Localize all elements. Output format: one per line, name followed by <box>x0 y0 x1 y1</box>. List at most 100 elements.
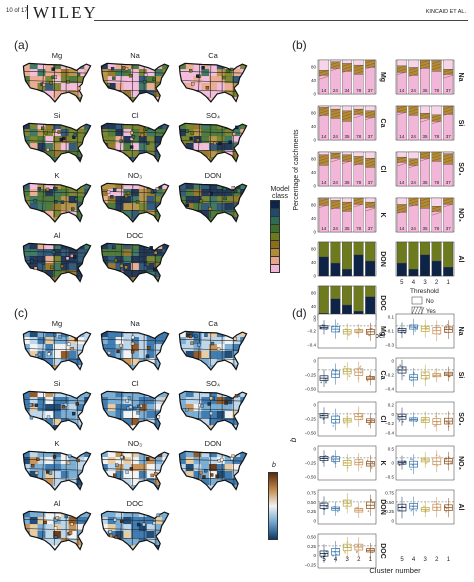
state-fill <box>37 411 46 419</box>
bar-segment-other <box>318 285 329 314</box>
box-point <box>371 501 374 504</box>
state-fill <box>84 351 91 359</box>
state-fill <box>23 249 31 257</box>
state-fill <box>201 76 210 84</box>
state-fill <box>138 203 148 211</box>
box-point <box>336 547 338 550</box>
box-point <box>320 556 323 559</box>
catchment-marker <box>75 402 79 406</box>
state-fill <box>60 277 70 282</box>
state-fill <box>193 397 202 405</box>
state-fill <box>209 358 218 366</box>
catchment-marker <box>41 126 45 130</box>
state-fill <box>123 157 132 162</box>
hatch-line <box>431 66 442 70</box>
state-fill <box>101 69 109 77</box>
us-outline <box>178 390 248 431</box>
bar-ytick-label: 80 <box>311 110 317 115</box>
state-fill <box>53 524 62 532</box>
state-fill <box>101 157 109 162</box>
hatch-line <box>330 158 341 163</box>
bar-segment-other <box>396 241 407 264</box>
hatch-line <box>353 162 364 166</box>
state-fill <box>107 129 117 137</box>
catchment-marker <box>153 189 157 193</box>
state-fill <box>84 545 91 550</box>
bar-segment-other <box>342 197 352 203</box>
catchment-marker <box>125 399 129 403</box>
state-fill <box>193 157 202 162</box>
state-fill <box>224 196 233 204</box>
state-fill <box>53 243 62 250</box>
us-outline <box>178 182 248 223</box>
state-border <box>179 398 247 402</box>
box-ytick-label: −0.25 <box>305 461 317 466</box>
box-point <box>426 327 428 330</box>
bar-segment-other <box>353 241 364 256</box>
state-fill <box>53 196 62 204</box>
state-fill <box>201 351 210 359</box>
bar-panel-label: Ca <box>379 119 386 128</box>
state-fill <box>68 83 77 91</box>
state-fill <box>185 464 195 472</box>
bar-panel-label: K <box>379 212 386 217</box>
state-fill <box>224 404 233 412</box>
bar-segment-yes <box>408 197 419 206</box>
hatch-line <box>408 203 419 208</box>
catchment-marker <box>109 533 113 538</box>
bar-segment-other <box>330 285 341 300</box>
d-xlabel: Cluster number <box>369 566 421 575</box>
catchment-marker <box>131 135 136 139</box>
state-fill <box>131 391 140 398</box>
box-point <box>445 507 448 510</box>
bar-segment-yes <box>420 197 430 209</box>
state-fill <box>23 457 31 465</box>
state-fill <box>162 270 169 278</box>
catchment-marker <box>196 74 200 78</box>
state-fill <box>29 123 39 130</box>
state-fill <box>115 344 124 352</box>
box-ytick-label: −0.25 <box>305 373 317 378</box>
state-fill <box>138 76 148 84</box>
state-fill <box>101 524 109 532</box>
state-fill <box>68 524 77 532</box>
state-fill <box>23 69 31 77</box>
hatch-line <box>396 156 407 161</box>
box-point <box>400 331 403 334</box>
state-fill <box>162 404 169 412</box>
state-fill <box>131 90 140 98</box>
state-fill <box>131 76 140 84</box>
state-fill <box>185 471 195 479</box>
catchment-marker <box>33 266 38 270</box>
state-fill <box>107 418 117 426</box>
box-point <box>324 455 327 457</box>
box-point <box>325 550 328 553</box>
hatch-line <box>318 201 329 205</box>
bar-count-label: 35 <box>344 226 350 231</box>
state-fill <box>131 351 140 359</box>
state-fill <box>209 63 218 70</box>
state-fill <box>29 425 39 430</box>
us-map-na <box>100 62 170 103</box>
catchment-marker <box>231 454 235 458</box>
bar-count-label: 24 <box>333 134 339 139</box>
state-fill <box>23 404 31 412</box>
hatch-line <box>431 154 442 159</box>
box-panel-label: Na <box>457 327 464 336</box>
state-fill <box>224 344 233 352</box>
state-fill <box>240 331 247 338</box>
state-fill <box>162 451 169 458</box>
hatch-line <box>365 201 376 206</box>
state-fill <box>37 524 46 532</box>
hatch-line <box>396 207 407 211</box>
box-point <box>325 381 327 384</box>
box-point <box>412 371 415 374</box>
state-border <box>131 124 134 158</box>
state-fill <box>84 524 91 532</box>
hatch-line <box>408 200 419 205</box>
box-point <box>423 372 426 374</box>
state-fill <box>84 256 91 264</box>
box-point <box>331 325 334 328</box>
catchment-marker <box>146 457 150 461</box>
